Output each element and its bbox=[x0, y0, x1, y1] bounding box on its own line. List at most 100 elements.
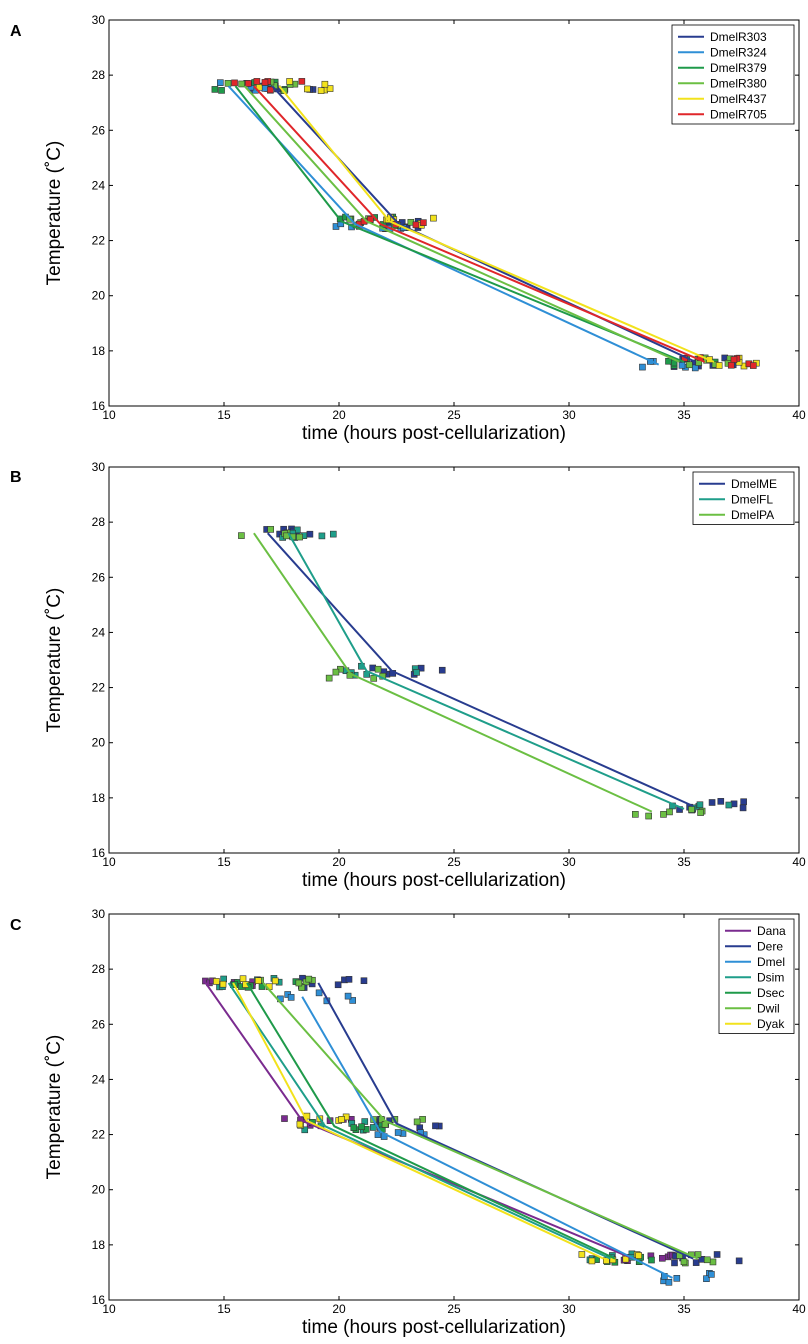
y-tick-label: 20 bbox=[92, 289, 106, 303]
data-point bbox=[740, 798, 747, 806]
x-tick-label: 30 bbox=[562, 408, 576, 422]
x-tick-label: 25 bbox=[447, 408, 461, 422]
panel-letter: A bbox=[10, 23, 22, 40]
data-point bbox=[666, 808, 673, 816]
x-tick-label: 30 bbox=[562, 855, 576, 869]
legend-label: DmelR379 bbox=[710, 61, 767, 75]
data-point bbox=[692, 1259, 700, 1266]
plot-frame bbox=[108, 913, 800, 1301]
series-line bbox=[253, 532, 653, 813]
data-point bbox=[735, 1257, 743, 1265]
data-point bbox=[750, 362, 757, 369]
y-tick-label: 26 bbox=[92, 570, 106, 584]
data-point bbox=[296, 533, 303, 541]
x-axis-title: time (hours post-cellularization) bbox=[302, 870, 566, 891]
legend-label: Dsim bbox=[757, 970, 784, 984]
data-point bbox=[430, 214, 437, 222]
data-point bbox=[709, 1258, 717, 1266]
data-point bbox=[360, 977, 368, 985]
series-markers bbox=[213, 975, 642, 1265]
legend-label: Dere bbox=[757, 939, 783, 953]
y-tick-label: 18 bbox=[92, 1238, 106, 1252]
data-point bbox=[287, 994, 295, 1001]
data-point bbox=[261, 79, 269, 86]
series-line bbox=[243, 85, 680, 363]
x-axis-title: time (hours post-cellularization) bbox=[302, 423, 566, 444]
y-tick-label: 26 bbox=[92, 1017, 106, 1031]
series-line bbox=[232, 982, 604, 1260]
data-point bbox=[318, 532, 326, 540]
y-tick-label: 26 bbox=[92, 123, 106, 137]
data-point bbox=[329, 530, 337, 538]
legend-label: Dyak bbox=[757, 1017, 785, 1031]
data-point bbox=[231, 79, 238, 87]
x-tick-label: 10 bbox=[102, 1302, 116, 1316]
data-point bbox=[671, 1259, 678, 1267]
y-tick-label: 18 bbox=[92, 791, 106, 805]
data-point bbox=[739, 804, 747, 812]
series-markers bbox=[277, 989, 715, 1286]
data-point bbox=[271, 977, 279, 985]
x-tick-label: 20 bbox=[332, 855, 346, 869]
x-axis-title: time (hours post-cellularization) bbox=[302, 1317, 566, 1338]
data-point bbox=[304, 85, 311, 93]
data-point bbox=[217, 79, 224, 86]
data-point bbox=[413, 669, 420, 676]
legend-label: DmelFL bbox=[731, 492, 773, 506]
data-point bbox=[296, 1120, 304, 1128]
data-point bbox=[325, 674, 333, 682]
series-markers bbox=[202, 977, 676, 1265]
legend-box bbox=[671, 24, 795, 125]
series-markers bbox=[224, 78, 734, 369]
x-tick-label: 40 bbox=[792, 855, 806, 869]
x-tick-label: 35 bbox=[677, 408, 691, 422]
legend-label: Dwil bbox=[757, 1001, 780, 1015]
data-point bbox=[708, 1271, 715, 1278]
legend-label: DmelPA bbox=[731, 508, 774, 522]
y-tick-label: 16 bbox=[92, 846, 106, 860]
y-tick-label: 24 bbox=[92, 1072, 106, 1086]
panel-letter: C bbox=[10, 917, 22, 934]
legend-label: DmelR303 bbox=[710, 30, 767, 44]
data-point bbox=[299, 974, 306, 982]
data-point bbox=[349, 997, 356, 1004]
data-point bbox=[315, 989, 323, 997]
legend-label: DmelR437 bbox=[710, 92, 767, 106]
data-point bbox=[578, 1251, 586, 1258]
data-point bbox=[267, 526, 274, 533]
y-tick-label: 22 bbox=[92, 681, 106, 695]
data-point bbox=[345, 976, 353, 983]
data-point bbox=[703, 1275, 710, 1282]
x-tick-label: 40 bbox=[792, 408, 806, 422]
data-point bbox=[244, 80, 252, 87]
data-point bbox=[344, 992, 352, 1000]
panel-letter: B bbox=[10, 469, 22, 486]
series-markers bbox=[238, 526, 706, 820]
data-point bbox=[350, 1124, 358, 1131]
legend-label: DmelR324 bbox=[710, 45, 767, 59]
data-point bbox=[648, 1256, 655, 1264]
data-point bbox=[645, 812, 652, 820]
data-point bbox=[419, 1116, 426, 1123]
x-tick-label: 10 bbox=[102, 855, 116, 869]
data-point bbox=[254, 977, 262, 985]
data-point bbox=[665, 1278, 673, 1286]
data-point bbox=[708, 799, 716, 806]
plot-frame bbox=[108, 466, 800, 854]
x-tick-label: 15 bbox=[217, 408, 231, 422]
data-point bbox=[306, 530, 314, 538]
series-line bbox=[253, 85, 706, 363]
data-point bbox=[639, 363, 646, 371]
y-tick-label: 28 bbox=[92, 962, 106, 976]
data-point bbox=[370, 675, 378, 682]
data-point bbox=[394, 1129, 402, 1136]
data-point bbox=[295, 979, 303, 987]
data-point bbox=[238, 532, 245, 539]
y-tick-label: 28 bbox=[92, 515, 106, 529]
data-point bbox=[305, 975, 313, 983]
x-tick-label: 25 bbox=[447, 1302, 461, 1316]
data-point bbox=[420, 219, 427, 226]
x-tick-label: 15 bbox=[217, 855, 231, 869]
data-point bbox=[334, 981, 342, 989]
